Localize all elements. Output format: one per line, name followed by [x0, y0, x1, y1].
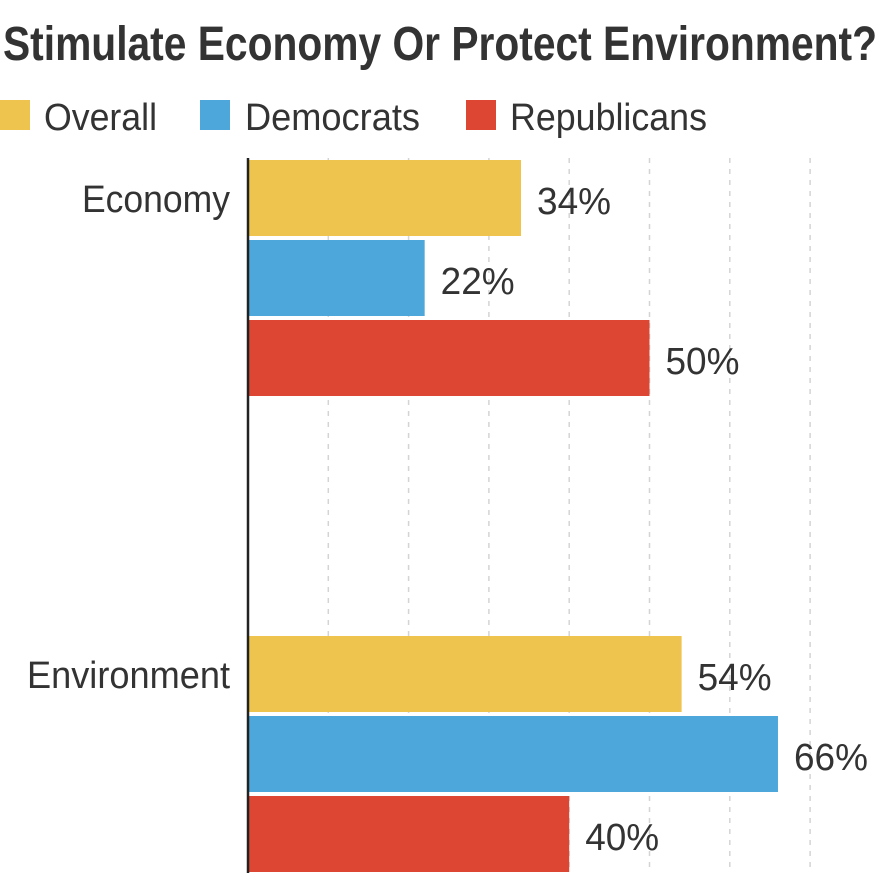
bar-environment-democrats [248, 716, 778, 792]
bar-environment-overall [248, 636, 682, 712]
data-label-economy-overall: 34% [537, 181, 611, 223]
legend-label-democrats: Democrats [245, 97, 420, 139]
bar-economy-overall [248, 160, 522, 236]
legend-swatch-overall [0, 100, 30, 130]
bar-environment-republicans [248, 796, 570, 872]
category-label-economy: Economy [82, 179, 230, 221]
legend-swatch-republicans [466, 100, 496, 130]
category-label-environment: Environment [27, 655, 230, 697]
legend: Overall Democrats Republicans [0, 97, 707, 139]
data-label-economy-republicans: 50% [666, 341, 740, 383]
data-label-environment-democrats: 66% [794, 737, 868, 779]
legend-label-republicans: Republicans [510, 97, 707, 139]
legend-label-overall: Overall [44, 97, 157, 139]
chart-title: Stimulate Economy Or Protect Environment… [3, 18, 877, 71]
data-label-economy-democrats: 22% [441, 261, 515, 303]
data-label-environment-overall: 54% [698, 657, 772, 699]
bar-economy-republicans [248, 320, 650, 396]
data-label-environment-republicans: 40% [585, 817, 659, 859]
bar-economy-democrats [248, 240, 425, 316]
bars: Economy 34% 22% 50% Environment 54% 66% 40% [27, 160, 868, 872]
legend-swatch-democrats [200, 100, 230, 130]
